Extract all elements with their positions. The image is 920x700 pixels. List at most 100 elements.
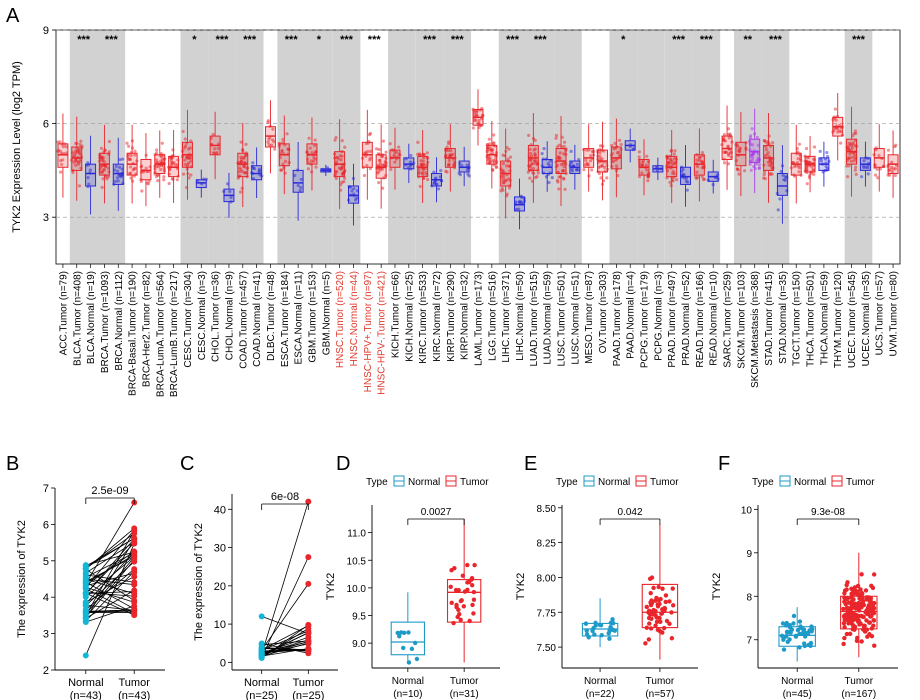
jitter-point	[421, 159, 425, 163]
tumor-point	[305, 498, 312, 505]
panel-label-f: F	[718, 453, 730, 475]
jitter-point	[533, 158, 537, 162]
y-tick-label: 8	[746, 592, 752, 603]
shaded-band	[637, 30, 665, 264]
pair-line	[261, 643, 309, 655]
box	[168, 155, 180, 178]
jitter-point	[280, 148, 284, 152]
jitter-point	[645, 168, 649, 172]
jitter-point	[409, 646, 415, 652]
jitter-point	[735, 167, 739, 171]
jitter-point	[672, 162, 676, 166]
pair-line	[261, 625, 309, 651]
x-tick-label: PCPG.Tumor (n=179)	[640, 271, 651, 368]
jitter-point	[669, 184, 673, 188]
jitter-point	[842, 635, 847, 641]
box	[140, 158, 152, 181]
jitter-point	[858, 587, 863, 592]
box	[458, 160, 470, 173]
jitter-point	[664, 618, 670, 624]
jitter-point	[608, 625, 613, 630]
shaded-band	[208, 30, 236, 264]
jitter-point	[251, 161, 255, 165]
jitter-point	[757, 163, 762, 167]
jitter-point	[757, 166, 762, 170]
panel-label-a: A	[6, 5, 20, 27]
jitter-point	[377, 181, 381, 185]
jitter-point	[722, 161, 727, 165]
jitter-point	[797, 619, 803, 624]
jitter-point	[843, 601, 848, 607]
box	[776, 173, 788, 196]
pair-line	[85, 590, 135, 619]
jitter-point	[844, 587, 849, 592]
significance-label: ***	[506, 34, 520, 46]
y-tick-label: 6	[43, 519, 49, 531]
jitter-point	[266, 140, 270, 144]
jitter-point	[465, 163, 469, 167]
jitter-point	[766, 151, 770, 155]
jitter-point	[853, 616, 858, 621]
x-tick-label: KIRP.Normal (n=32)	[460, 271, 471, 360]
jitter-point	[129, 165, 133, 169]
jitter-point	[517, 200, 522, 204]
x-tick-label: LIHC.Normal (n=50)	[515, 271, 526, 361]
jitter-point	[132, 167, 136, 171]
jitter-point	[577, 157, 581, 162]
y-tick-label: 0	[220, 657, 226, 669]
significance-label: ***	[672, 34, 686, 46]
jitter-point	[766, 160, 770, 164]
jitter-point	[888, 168, 892, 172]
jitter-point	[637, 174, 642, 179]
jitter-point	[56, 140, 60, 144]
jitter-point	[750, 156, 755, 160]
jitter-point	[782, 634, 788, 640]
jitter-point	[341, 171, 345, 175]
jitter-point	[378, 158, 382, 163]
box	[251, 165, 263, 181]
x-tick-label: BRCA-Basal.Tumor (n=190)	[128, 271, 139, 396]
jitter-point	[377, 170, 381, 174]
x-tick-label: HNSC-HPV+.Tumor (n=97)	[363, 271, 374, 392]
legend-title: Type	[366, 477, 388, 488]
legend-label: Normal	[598, 477, 630, 488]
jitter-point	[727, 136, 731, 140]
jitter-point	[654, 615, 659, 620]
jitter-point	[171, 177, 175, 181]
jitter-point	[844, 582, 849, 588]
jitter-point	[748, 136, 752, 140]
jitter-point	[71, 170, 75, 175]
jitter-point	[507, 147, 511, 151]
jitter-point	[852, 627, 857, 632]
x-tick-label: Normal	[244, 677, 279, 689]
jitter-point	[859, 572, 864, 577]
x-tick-label: ACC.Tumor (n=79)	[58, 271, 69, 355]
y-tick-label: 6	[43, 119, 49, 131]
jitter-point	[724, 150, 729, 154]
jitter-point	[501, 161, 506, 166]
jitter-point	[781, 647, 787, 652]
jitter-point	[644, 604, 649, 610]
pair-line	[261, 583, 309, 651]
jitter-point	[702, 177, 707, 181]
jitter-point	[547, 164, 551, 168]
jitter-point	[854, 165, 858, 169]
jitter-point	[841, 620, 847, 626]
jitter-point	[533, 161, 537, 166]
x-tick-label: CESC.Normal (n=3)	[197, 271, 208, 360]
x-tick-label: ESCA.Normal (n=11)	[294, 271, 305, 364]
jitter-point	[649, 600, 655, 606]
x-tick-label: KICH.Normal (n=25)	[404, 271, 415, 362]
box	[71, 146, 83, 171]
jitter-point	[343, 176, 347, 180]
tumor-point	[131, 525, 138, 532]
pair-line	[85, 543, 135, 656]
jitter-point	[598, 623, 604, 628]
x-tick-label: LUAD.Normal (n=59)	[543, 271, 554, 365]
tumor-point	[305, 580, 312, 587]
significance-label: ***	[285, 34, 299, 46]
panel-f-boxplot: Type Normal Tumor 7 8 9 10 TYK2 Normal (n=45) Tumo…	[711, 475, 898, 700]
jitter-point	[754, 162, 759, 166]
jitter-point	[804, 146, 809, 151]
